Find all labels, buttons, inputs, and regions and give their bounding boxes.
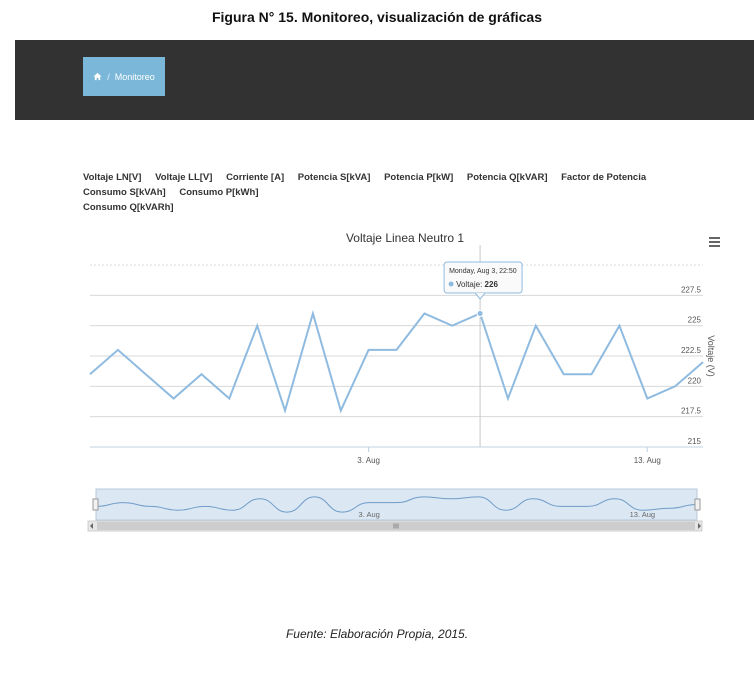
chart-title: Voltaje Linea Neutro 1 [345,231,465,245]
tab-potencia-s[interactable]: Potencia S[kVA] [297,172,371,183]
tooltip-pointer [474,292,486,300]
breadcrumb-label[interactable]: Monitoreo [114,71,155,82]
y-tick-label: 222.5 [681,346,702,355]
y-tick-label: 225 [688,316,702,325]
tab-voltaje-ll[interactable]: Voltaje LL[V] [155,172,213,183]
tab-consumo-q[interactable]: Consumo Q[kVARh] [83,202,174,213]
tooltip-box [443,261,523,294]
x-tick-label: 3. Aug [357,456,380,465]
tab-potencia-p[interactable]: Potencia P[kW] [384,172,454,183]
navigator-handle-left [92,498,99,511]
navigator-label: 3. Aug [359,510,380,519]
measurement-tabs: Voltaje LN[V] Voltaje LL[V] Corriente [A… [83,170,743,215]
y-axis-title: Voltaje (V) [706,335,716,377]
tab-consumo-s[interactable]: Consumo S[kVAh] [83,187,166,198]
tab-corriente[interactable]: Corriente [A] [226,172,285,183]
navigator-scrollbar [87,520,703,532]
tooltip-date: Monday, Aug 3, 22:50 [449,268,517,275]
tab-factor-potencia[interactable]: Factor de Potencia [561,172,647,183]
tab-voltaje-ln[interactable]: Voltaje LN[V] [83,172,142,183]
navigator-handle-right [694,498,701,511]
scroll-left-arrow-icon [90,523,93,529]
series-line [89,309,704,415]
navigator-series [95,496,698,513]
navigator-window [95,488,698,521]
tooltip-value-text: Voltaje: 226 [456,280,498,289]
home-icon [93,72,102,81]
y-tick-label: 227.5 [681,285,702,294]
navigator-label: 13. Aug [630,510,655,519]
tooltip-series-marker [448,281,454,287]
breadcrumb[interactable]: / Monitoreo [83,57,165,96]
tooltip-value: 226 [485,280,499,289]
scroll-right-arrow-icon [698,523,701,529]
tab-consumo-p[interactable]: Consumo P[kWh] [179,187,259,198]
figure-title: Figura N° 15. Monitoreo, visualización d… [211,9,542,25]
y-tick-label: 220 [688,376,702,385]
y-tick-label: 215 [688,437,702,446]
x-tick-label: 13. Aug [634,456,661,465]
figure-caption: Fuente: Elaboración Propia, 2015. [285,627,469,641]
data-point-highlight [476,310,484,318]
scrollbar-grip-icon [393,523,399,529]
y-tick-label: 217.5 [681,407,702,416]
tab-potencia-q[interactable]: Potencia Q[kVAR] [466,172,548,183]
scrollbar-thumb [97,522,695,530]
app-header: / Monitoreo [15,40,754,120]
chart-menu-icon[interactable] [709,237,720,247]
breadcrumb-separator: / [107,71,110,82]
